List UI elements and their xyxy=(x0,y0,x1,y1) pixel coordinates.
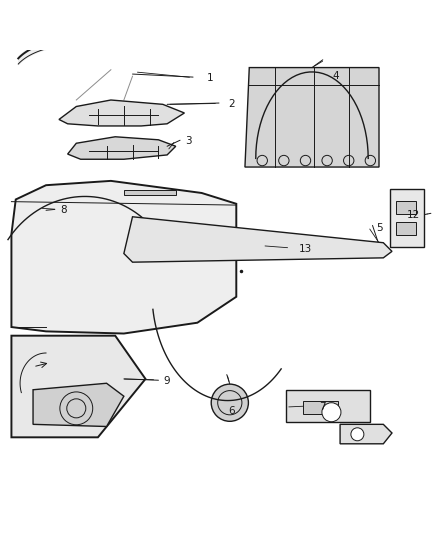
Bar xyxy=(286,390,371,422)
Polygon shape xyxy=(390,189,424,247)
Polygon shape xyxy=(11,336,145,437)
Polygon shape xyxy=(340,424,392,444)
Circle shape xyxy=(322,403,341,422)
Polygon shape xyxy=(67,137,176,159)
Polygon shape xyxy=(245,68,379,167)
Text: 12: 12 xyxy=(407,209,420,220)
Text: 1: 1 xyxy=(207,74,214,83)
Text: 4: 4 xyxy=(332,71,339,81)
Polygon shape xyxy=(59,100,184,126)
Bar xyxy=(396,201,416,214)
Text: 2: 2 xyxy=(229,99,235,109)
Text: 3: 3 xyxy=(185,136,192,146)
Text: 6: 6 xyxy=(229,406,235,416)
Circle shape xyxy=(211,384,248,421)
Text: 13: 13 xyxy=(299,244,312,254)
Text: 8: 8 xyxy=(60,205,67,215)
Bar xyxy=(304,401,338,414)
Bar xyxy=(396,222,416,236)
Bar xyxy=(124,190,176,195)
Circle shape xyxy=(351,428,364,441)
Text: 9: 9 xyxy=(164,376,170,386)
Polygon shape xyxy=(33,383,124,426)
Polygon shape xyxy=(124,217,392,262)
Polygon shape xyxy=(11,181,236,334)
Text: 7: 7 xyxy=(319,402,326,412)
Text: 5: 5 xyxy=(376,223,382,232)
